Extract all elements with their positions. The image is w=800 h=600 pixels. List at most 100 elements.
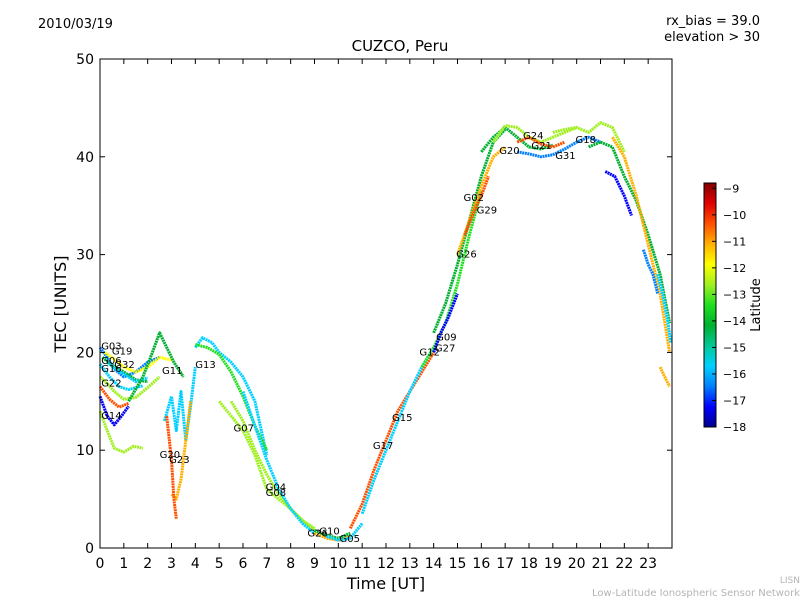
sat-label: G23: [169, 455, 189, 466]
x-tick-label: 21: [592, 556, 610, 572]
x-tick-label: 6: [239, 556, 248, 572]
sat-label: G13: [195, 360, 215, 371]
series-g09: [432, 293, 459, 353]
series-g14b: [98, 395, 130, 427]
sat-label: G26: [307, 528, 327, 539]
sat-label: G26: [456, 250, 476, 261]
sat-label: G20: [499, 146, 519, 157]
y-tick-label: 10: [76, 443, 94, 459]
sat-label: G17: [373, 441, 393, 452]
colorbar-tick-label: −9: [723, 182, 739, 195]
axes-layer: 0 1 2 3 4 5 6 7 8 9 10 11 12 13 14 15 16 17 18 19 20 21 22 2301…: [76, 52, 672, 572]
series-g13: [194, 336, 269, 456]
series-g18: [552, 121, 626, 153]
sat-label-layer: G03G19G06G32G16G22G14G11G13G20G23G07G04G…: [101, 131, 596, 545]
x-tick-label: 15: [449, 556, 467, 572]
series-g13b: [194, 343, 269, 451]
series-g26b: [432, 128, 507, 334]
series-g08: [241, 391, 316, 535]
sat-label: G24: [523, 131, 543, 142]
series-g23b: [165, 415, 178, 519]
sat-label: G32: [114, 360, 134, 371]
series-g29: [463, 175, 490, 236]
series-g18d: [604, 170, 633, 217]
x-tick-label: 20: [568, 556, 586, 572]
x-tick-label: 16: [472, 556, 490, 572]
series-g04: [229, 400, 316, 532]
x-tick-label: 13: [401, 556, 419, 572]
series-g32: [106, 361, 149, 384]
series-g03: [98, 346, 161, 379]
sat-label: G29: [477, 206, 497, 217]
series-g18c: [611, 136, 672, 353]
sat-label: G08: [266, 488, 286, 499]
colorbar-tick-label: −14: [723, 315, 746, 328]
series-g19: [103, 351, 172, 374]
sat-label: G20: [160, 450, 180, 461]
colorbar: −9 −10 −11 −12 −13 −14 −15 −16 −17 −18 Latitude: [703, 182, 764, 434]
sat-label: G22: [101, 379, 121, 390]
colorbar-tick-label: −12: [723, 262, 746, 275]
sat-label: G02: [464, 193, 484, 204]
series-layer: [98, 121, 673, 542]
series-g18e: [641, 249, 660, 295]
x-tick-label: 0: [96, 556, 105, 572]
x-tick-label: 12: [377, 556, 395, 572]
x-tick-label: 22: [615, 556, 633, 572]
sat-label: G15: [392, 413, 412, 424]
x-tick-label: 10: [329, 556, 347, 572]
y-tick-label: 30: [76, 248, 94, 264]
y-tick-label: 0: [85, 541, 94, 557]
sat-label: G31: [555, 151, 575, 162]
colorbar-tick-label: −10: [723, 209, 746, 222]
series-g24: [492, 124, 578, 144]
series-g12: [420, 190, 483, 368]
sat-label: G05: [340, 534, 360, 545]
colorbar-gradient: [703, 182, 717, 428]
y-tick-label: 50: [76, 52, 94, 68]
x-tick-label: 9: [310, 556, 319, 572]
credit-short: LISN: [779, 576, 800, 586]
series-g20: [162, 366, 197, 442]
colorbar-tick-label: −16: [723, 368, 746, 381]
x-tick-label: 4: [191, 556, 200, 572]
series-g07: [218, 400, 316, 530]
series-g18g: [656, 273, 673, 343]
x-tick-label: 23: [639, 556, 657, 572]
sat-label: G27: [435, 343, 455, 354]
sat-label: G06: [101, 356, 121, 367]
sat-label: G21: [531, 141, 551, 152]
colorbar-tick-label: −18: [723, 421, 746, 434]
series-g18f: [658, 366, 671, 388]
sat-label: G03: [101, 342, 121, 353]
x-tick-label: 5: [215, 556, 224, 572]
sat-label: G12: [419, 347, 439, 358]
x-axis-label: Time [UT]: [346, 574, 425, 593]
series-g15: [360, 346, 435, 515]
sat-label: G10: [319, 526, 339, 537]
rx-bias-label: rx_bias = 39.0: [666, 14, 760, 29]
plot-date: 2010/03/19: [38, 17, 113, 32]
sat-label: G11: [162, 366, 182, 377]
colorbar-label: Latitude: [749, 278, 764, 332]
series-g22: [98, 375, 161, 401]
x-tick-label: 3: [167, 556, 176, 572]
x-tick-label: 14: [425, 556, 443, 572]
x-tick-label: 17: [496, 556, 514, 572]
series-g16: [98, 363, 144, 392]
x-tick-label: 2: [143, 556, 152, 572]
sat-label: G19: [112, 346, 132, 357]
y-axis-label: TEC [UNITS]: [51, 256, 70, 354]
y-tick-label: 40: [76, 150, 94, 166]
x-tick-label: 18: [520, 556, 538, 572]
series-g14: [98, 410, 144, 454]
x-tick-label: 11: [353, 556, 371, 572]
sat-label: G09: [436, 333, 456, 344]
series-g20b: [480, 126, 554, 153]
sat-label: G18: [576, 135, 596, 146]
colorbar-tick-label: −15: [723, 341, 746, 354]
series-g05: [325, 522, 364, 542]
elevation-label: elevation > 30: [664, 30, 760, 45]
chart-title: CUZCO, Peru: [351, 37, 449, 55]
